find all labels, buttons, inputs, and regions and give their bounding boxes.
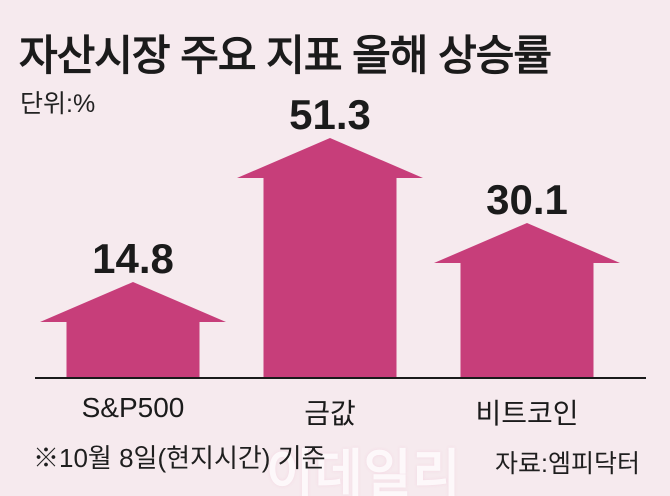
category-label-sp500: S&P500	[81, 392, 185, 423]
category-label-gold: 금값	[304, 398, 356, 429]
footnote-date: ※10월 8일(현지시간) 기준	[33, 443, 326, 473]
source-credit: 자료:엠피닥터	[495, 450, 640, 478]
up-arrow-bitcoin	[434, 223, 620, 378]
category-label-bitcoin: 비트코인	[475, 398, 579, 429]
value-label-bitcoin: 30.1	[486, 176, 568, 223]
value-label-sp500: 14.8	[92, 235, 174, 282]
unit-label: 단위:%	[20, 90, 96, 118]
value-label-gold: 51.3	[289, 91, 371, 138]
up-arrow-sp500	[40, 282, 226, 378]
page-title: 자산시장 주요 지표 올해 상승률	[19, 32, 552, 79]
up-arrow-gold	[237, 138, 423, 378]
